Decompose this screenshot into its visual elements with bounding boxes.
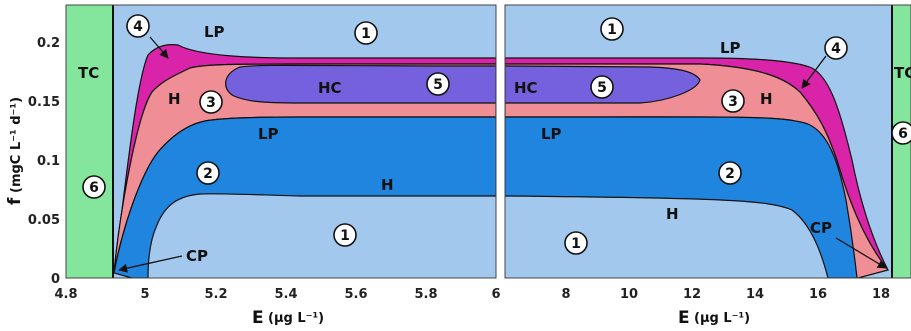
left-region-5-hc	[225, 64, 496, 104]
left-marker-4: 4	[126, 14, 150, 38]
x-tick-16: 16	[809, 287, 827, 302]
svg-text:6: 6	[898, 126, 908, 142]
left-x-ticks: 4.8 5 5.2 5.4 5.6 5.8 6	[54, 287, 500, 302]
svg-text:1: 1	[340, 228, 350, 244]
svg-text:1: 1	[571, 236, 581, 252]
x-tick-4.8: 4.8	[54, 287, 77, 302]
svg-text:3: 3	[206, 95, 216, 111]
x-axis-symbol: E	[252, 308, 264, 328]
right-x-axis-label: E (µg L⁻¹)	[678, 308, 750, 328]
left-marker-2: 2	[196, 161, 220, 185]
left-marker-1-bottom: 1	[333, 223, 357, 247]
left-x-axis-label: E (µg L⁻¹)	[252, 308, 324, 328]
right-marker-1-bottom: 1	[564, 231, 588, 255]
svg-text:4: 4	[133, 19, 143, 35]
y-tick-0.2: 0.2	[37, 36, 60, 51]
y-tick-0.1: 0.1	[37, 154, 60, 169]
right-marker-6: 6	[891, 121, 911, 145]
left-marker-1-top: 1	[354, 21, 378, 45]
right-region-2-dark-blue	[505, 116, 858, 278]
x-tick-18: 18	[872, 287, 890, 302]
right-label-tc: TC	[894, 64, 911, 82]
right-label-lp-mid: LP	[541, 125, 562, 143]
x-tick-5.4: 5.4	[274, 287, 297, 302]
right-marker-1-top: 1	[600, 17, 624, 41]
left-arrow-4	[149, 36, 169, 59]
svg-text:5: 5	[433, 77, 443, 93]
right-label-cp: CP	[810, 219, 832, 237]
svg-text:2: 2	[203, 166, 213, 182]
x-axis-symbol-right: E	[678, 308, 690, 328]
left-label-tc: TC	[78, 64, 99, 82]
right-marker-2: 2	[718, 161, 742, 185]
x-tick-5.2: 5.2	[204, 287, 227, 302]
left-label-lp-top: LP	[204, 23, 225, 41]
right-label-h-mid: H	[666, 205, 679, 223]
y-tick-0.15: 0.15	[28, 95, 60, 110]
svg-text:6: 6	[89, 180, 99, 196]
right-label-hc: HC	[514, 79, 538, 97]
left-marker-3: 3	[199, 90, 223, 114]
x-tick-8: 8	[561, 287, 570, 302]
x-axis-units: (µg L⁻¹)	[268, 311, 324, 326]
svg-text:3: 3	[728, 94, 738, 110]
left-y-ticks: 0.2 0.15 0.1 0.05 0	[28, 36, 60, 287]
left-region-2-dark-blue	[113, 116, 496, 278]
svg-text:2: 2	[725, 166, 735, 182]
svg-text:5: 5	[597, 80, 607, 96]
right-marker-5: 5	[590, 75, 614, 99]
right-label-lp-top: LP	[720, 39, 741, 57]
x-tick-5.6: 5.6	[344, 287, 367, 302]
right-marker-3: 3	[721, 89, 745, 113]
svg-text:4: 4	[831, 41, 841, 57]
right-marker-4: 4	[824, 36, 848, 60]
x-axis-units-right: (µg L⁻¹)	[694, 311, 750, 326]
x-tick-10: 10	[620, 287, 638, 302]
right-plot-frame	[504, 4, 911, 279]
right-x-ticks: 8 10 12 14 16 18	[561, 287, 890, 302]
y-tick-0.05: 0.05	[28, 213, 60, 228]
x-tick-5: 5	[140, 287, 149, 302]
left-label-cp: CP	[186, 247, 208, 265]
y-tick-0: 0	[51, 272, 60, 287]
right-arrow-cp	[835, 237, 887, 269]
x-tick-6: 6	[491, 287, 500, 302]
right-panel: 8 10 12 14 16 18 E (µg L⁻¹) TC LP HC LP …	[504, 4, 911, 328]
y-axis-units: (mgC L⁻¹ d⁻¹)	[9, 97, 24, 193]
x-tick-12: 12	[683, 287, 701, 302]
x-tick-5.8: 5.8	[414, 287, 437, 302]
left-panel: 0.2 0.15 0.1 0.05 0 4.8 5 5.2 5.4 5.6 5.…	[5, 4, 501, 328]
left-marker-6: 6	[82, 175, 106, 199]
svg-text:1: 1	[361, 26, 371, 42]
y-axis-label: f (mgC L⁻¹ d⁻¹)	[5, 97, 25, 205]
left-label-h-left: H	[168, 90, 181, 108]
left-plot-frame	[65, 4, 497, 279]
y-axis-symbol: f	[5, 197, 25, 205]
x-tick-14: 14	[746, 287, 764, 302]
left-label-lp-mid: LP	[258, 125, 279, 143]
left-arrow-cp	[118, 255, 183, 273]
left-label-h-mid: H	[381, 176, 394, 194]
right-arrow-4	[801, 55, 827, 89]
left-marker-5: 5	[426, 72, 450, 96]
left-region-6-tc	[66, 5, 113, 278]
svg-text:1: 1	[607, 22, 617, 38]
left-label-hc: HC	[318, 79, 342, 97]
right-label-h-right: H	[760, 90, 773, 108]
